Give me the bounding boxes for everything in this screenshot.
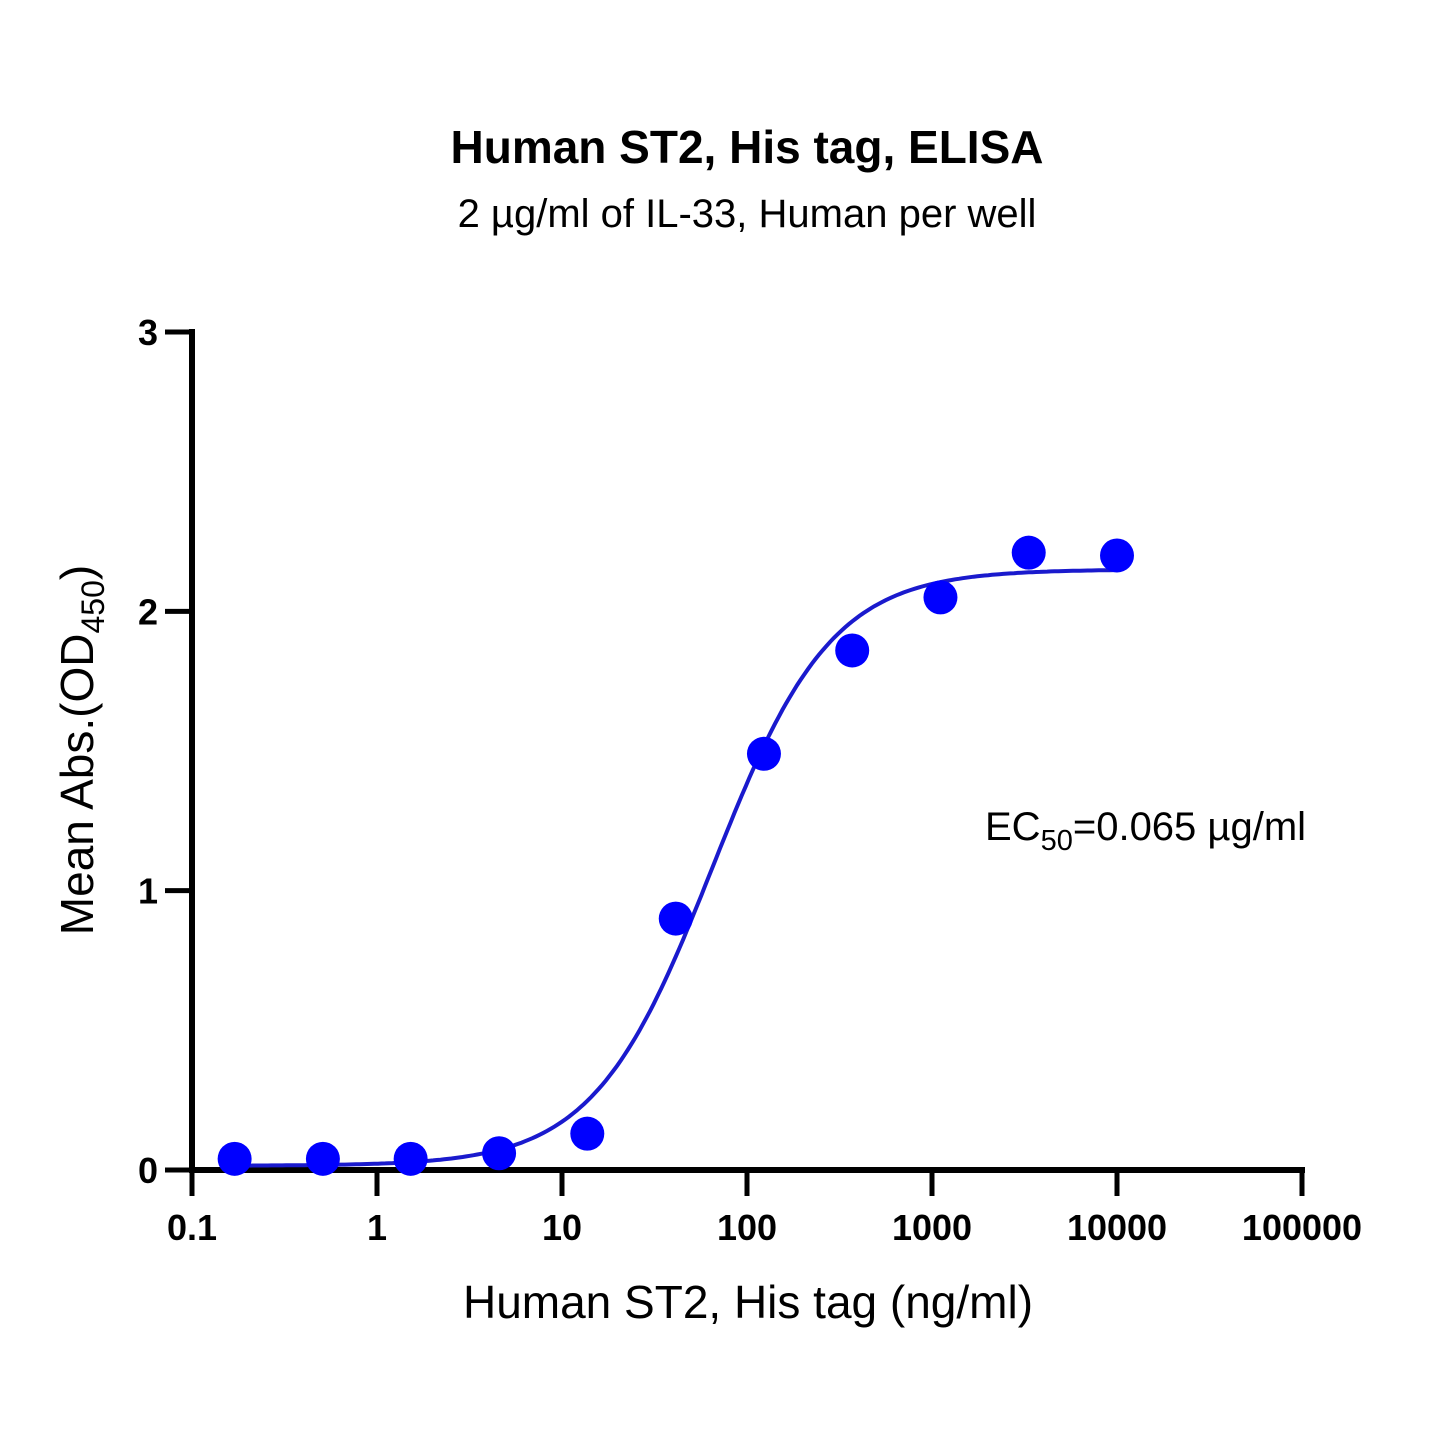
data-points-layer bbox=[217, 535, 1134, 1176]
x-axis-label: Human ST2, His tag (ng/ml) bbox=[463, 1276, 1033, 1328]
x-tick-label: 10000 bbox=[1067, 1207, 1167, 1248]
x-tick-label: 100 bbox=[717, 1207, 777, 1248]
data-point bbox=[1100, 538, 1134, 573]
fit-curve bbox=[234, 568, 1117, 1168]
y-axis-label-main: Mean Abs.(OD bbox=[51, 634, 103, 936]
data-point bbox=[570, 1116, 605, 1151]
fit-curve-layer bbox=[234, 568, 1117, 1168]
x-tick-label: 0.1 bbox=[167, 1207, 217, 1248]
y-axis-label-close: ) bbox=[51, 565, 103, 580]
x-tick-label: 1000 bbox=[892, 1207, 972, 1248]
ec50-value: =0.065 µg/ml bbox=[1073, 805, 1306, 849]
data-point bbox=[482, 1136, 517, 1171]
chart-subtitle: 2 µg/ml of IL-33, Human per well bbox=[458, 192, 1037, 236]
y-tick-label: 3 bbox=[138, 312, 158, 353]
ec50-subscript: 50 bbox=[1041, 825, 1073, 857]
y-axis-label: Mean Abs.(OD450) bbox=[51, 565, 111, 935]
ec50-annotation: EC50=0.065 µg/ml bbox=[985, 805, 1306, 857]
y-tick-label: 0 bbox=[138, 1150, 158, 1191]
data-point bbox=[1011, 535, 1046, 570]
x-tick-label: 1 bbox=[367, 1207, 387, 1248]
data-point bbox=[217, 1141, 252, 1176]
y-tick-label: 1 bbox=[138, 871, 158, 912]
y-tick-label: 2 bbox=[138, 591, 158, 632]
data-point bbox=[658, 901, 693, 936]
x-tick-label: 100000 bbox=[1242, 1207, 1362, 1248]
x-tick-label: 10 bbox=[542, 1207, 582, 1248]
y-axis-label-subscript: 450 bbox=[75, 580, 111, 633]
data-point bbox=[923, 580, 958, 615]
axes: 0 1 2 3 0.1 1 10 100 1000 10000 100000 bbox=[138, 312, 1362, 1248]
chart-title: Human ST2, His tag, ELISA bbox=[451, 121, 1044, 173]
data-point bbox=[835, 633, 870, 668]
data-point bbox=[746, 736, 781, 771]
ec50-prefix: EC bbox=[985, 805, 1041, 849]
data-point bbox=[393, 1141, 428, 1176]
data-point bbox=[305, 1141, 340, 1176]
